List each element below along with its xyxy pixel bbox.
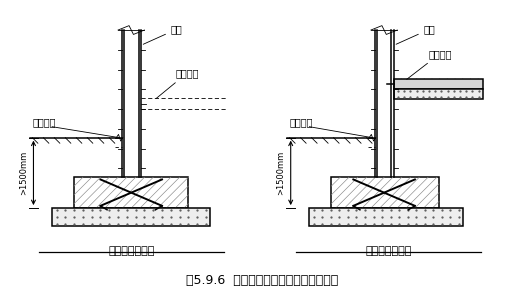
Bar — [394, 89, 483, 99]
Text: 刚性地坪: 刚性地坪 — [407, 49, 452, 79]
Bar — [331, 177, 439, 208]
Bar — [394, 79, 483, 89]
Text: 墙体: 墙体 — [396, 24, 435, 44]
Text: >1500mm: >1500mm — [276, 151, 285, 195]
Bar — [309, 208, 463, 226]
Text: 室外地坪: 室外地坪 — [33, 117, 56, 127]
Text: 图5.9.6  墙体与基础、室内地面层板连接: 图5.9.6 墙体与基础、室内地面层板连接 — [186, 274, 339, 287]
Text: 墙体: 墙体 — [143, 24, 183, 44]
Bar — [74, 177, 188, 208]
Text: 室内地坪: 室内地坪 — [156, 68, 198, 98]
Bar — [52, 208, 211, 226]
Text: >1500mm: >1500mm — [19, 151, 28, 195]
Text: 室外地坪: 室外地坪 — [290, 117, 313, 127]
Text: 墙体与基础铰接: 墙体与基础铰接 — [365, 246, 412, 256]
Text: 墙体与基础铰接: 墙体与基础铰接 — [108, 246, 154, 256]
